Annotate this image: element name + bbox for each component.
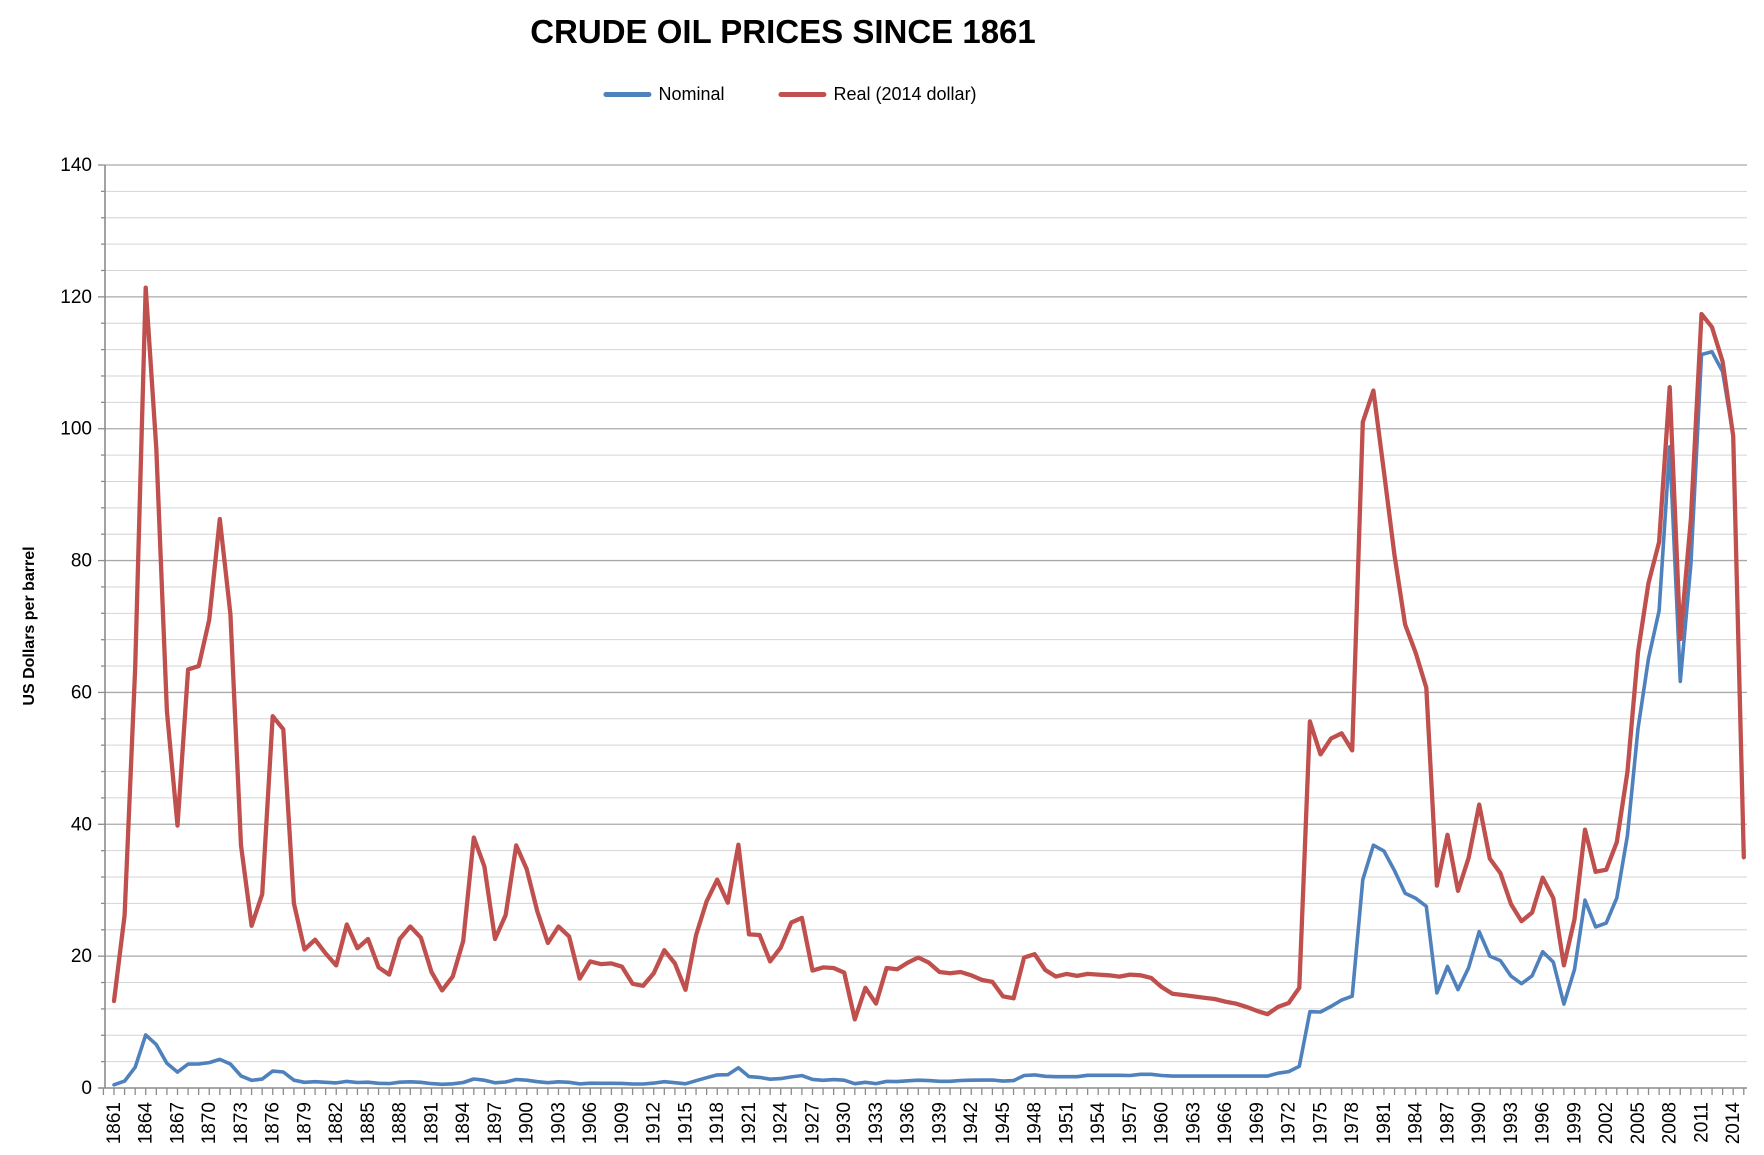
chart-legend: Nominal Real (2014 dollar) (603, 84, 977, 105)
real-line-swatch-icon (778, 92, 827, 97)
x-tick-label: 1873 (231, 1102, 252, 1144)
x-tick-label: 1954 (1088, 1102, 1109, 1145)
x-tick-label: 1966 (1215, 1102, 1236, 1144)
x-tick-label: 1969 (1247, 1102, 1268, 1144)
x-tick-label: 1918 (707, 1102, 728, 1144)
x-tick-label: 1981 (1374, 1102, 1395, 1144)
x-tick-label: 1945 (993, 1102, 1014, 1144)
x-tick-label: 2002 (1596, 1102, 1617, 1144)
x-tick-label: 1987 (1437, 1102, 1458, 1144)
x-tick-label: 1876 (263, 1102, 284, 1144)
x-tick-label: 1882 (326, 1102, 347, 1144)
x-tick-label: 1972 (1279, 1102, 1300, 1144)
x-tick-label: 1912 (644, 1102, 665, 1144)
y-tick-label: 0 (81, 1078, 92, 1099)
x-tick-label: 1915 (675, 1102, 696, 1144)
x-tick-label: 1990 (1469, 1102, 1490, 1144)
x-tick-label: 2008 (1660, 1102, 1681, 1144)
x-tick-label: 1894 (453, 1102, 474, 1145)
x-tick-label: 1993 (1501, 1102, 1522, 1144)
x-tick-label: 1897 (485, 1102, 506, 1144)
x-tick-label: 1963 (1183, 1102, 1204, 1144)
x-tick-label: 1900 (517, 1102, 538, 1144)
x-tick-label: 1939 (929, 1102, 950, 1144)
x-tick-label: 1867 (167, 1102, 188, 1144)
nominal-line-swatch-icon (603, 92, 652, 97)
x-tick-label: 2011 (1691, 1102, 1712, 1143)
x-tick-label: 1933 (866, 1102, 887, 1144)
x-tick-label: 1951 (1056, 1102, 1077, 1144)
legend-label-nominal: Nominal (658, 84, 725, 104)
x-tick-label: 1903 (548, 1102, 569, 1144)
x-tick-label: 1906 (580, 1102, 601, 1144)
x-tick-label: 1921 (739, 1102, 760, 1144)
legend-label-real: Real (2014 dollar) (833, 84, 977, 104)
x-tick-label: 2005 (1628, 1102, 1649, 1144)
x-tick-label: 1888 (390, 1102, 411, 1144)
y-tick-label: 140 (60, 155, 92, 176)
x-tick-label: 1957 (1120, 1102, 1141, 1144)
x-tick-label: 1861 (104, 1102, 125, 1144)
x-tick-label: 1891 (421, 1102, 442, 1144)
y-tick-label: 60 (71, 682, 92, 703)
x-tick-label: 1924 (771, 1102, 792, 1145)
y-tick-label: 120 (60, 287, 92, 308)
x-tick-label: 1975 (1310, 1102, 1331, 1144)
x-tick-label: 2014 (1723, 1102, 1744, 1145)
y-tick-label: 20 (71, 946, 92, 967)
x-tick-label: 1930 (834, 1102, 855, 1144)
x-tick-label: 1978 (1342, 1102, 1363, 1144)
x-tick-label: 1885 (358, 1102, 379, 1144)
x-tick-label: 1948 (1025, 1102, 1046, 1144)
x-tick-label: 1996 (1533, 1102, 1554, 1144)
x-tick-label: 1936 (898, 1102, 919, 1144)
y-tick-label: 80 (71, 551, 92, 572)
series-line-nominal (112, 349, 1735, 1087)
x-tick-label: 1999 (1564, 1102, 1585, 1144)
x-tick-label: 1984 (1406, 1102, 1427, 1145)
x-tick-label: 1927 (802, 1102, 823, 1144)
y-tick-label: 40 (71, 814, 92, 835)
legend-item-real: Real (2014 dollar) (778, 84, 977, 105)
x-tick-label: 1960 (1152, 1102, 1173, 1144)
legend-item-nominal: Nominal (603, 84, 724, 105)
chart-title: CRUDE OIL PRICES SINCE 1861 (530, 13, 1036, 50)
x-tick-label: 1879 (294, 1102, 315, 1144)
x-tick-label: 1942 (961, 1102, 982, 1144)
x-tick-label: 1909 (612, 1102, 633, 1144)
series-line-real (111, 285, 1746, 1022)
x-tick-label: 1870 (199, 1102, 220, 1144)
x-tick-label: 1864 (136, 1102, 157, 1145)
y-tick-label: 100 (60, 419, 92, 440)
